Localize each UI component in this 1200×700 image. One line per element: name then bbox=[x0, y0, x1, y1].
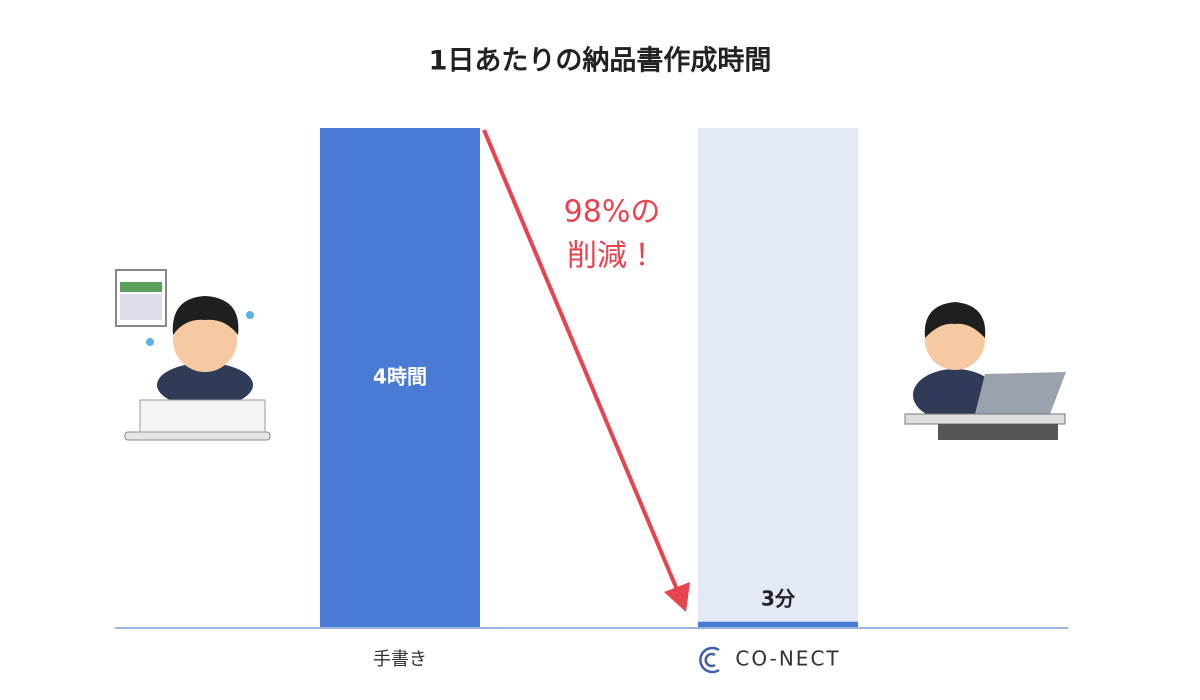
x-tick-label: CO-NECT bbox=[735, 647, 840, 671]
illustration-relaxed-worker bbox=[904, 302, 1066, 440]
logo-icon bbox=[699, 646, 720, 674]
illustration-stressed-worker bbox=[115, 269, 271, 441]
bar bbox=[320, 128, 480, 628]
bar-track bbox=[698, 128, 858, 628]
chart-title: 1日あたりの納品書作成時間 bbox=[429, 46, 772, 77]
annotation: 98%の bbox=[564, 195, 661, 230]
annotation: 削減！ bbox=[567, 239, 657, 274]
bar bbox=[698, 621, 858, 628]
plot-area bbox=[320, 128, 858, 628]
arrow-head bbox=[664, 582, 690, 612]
value-label: 4時間 bbox=[373, 365, 427, 389]
value-label: 3分 bbox=[761, 586, 796, 610]
x-tick-label: 手書き bbox=[373, 649, 427, 670]
arrow bbox=[482, 129, 680, 593]
